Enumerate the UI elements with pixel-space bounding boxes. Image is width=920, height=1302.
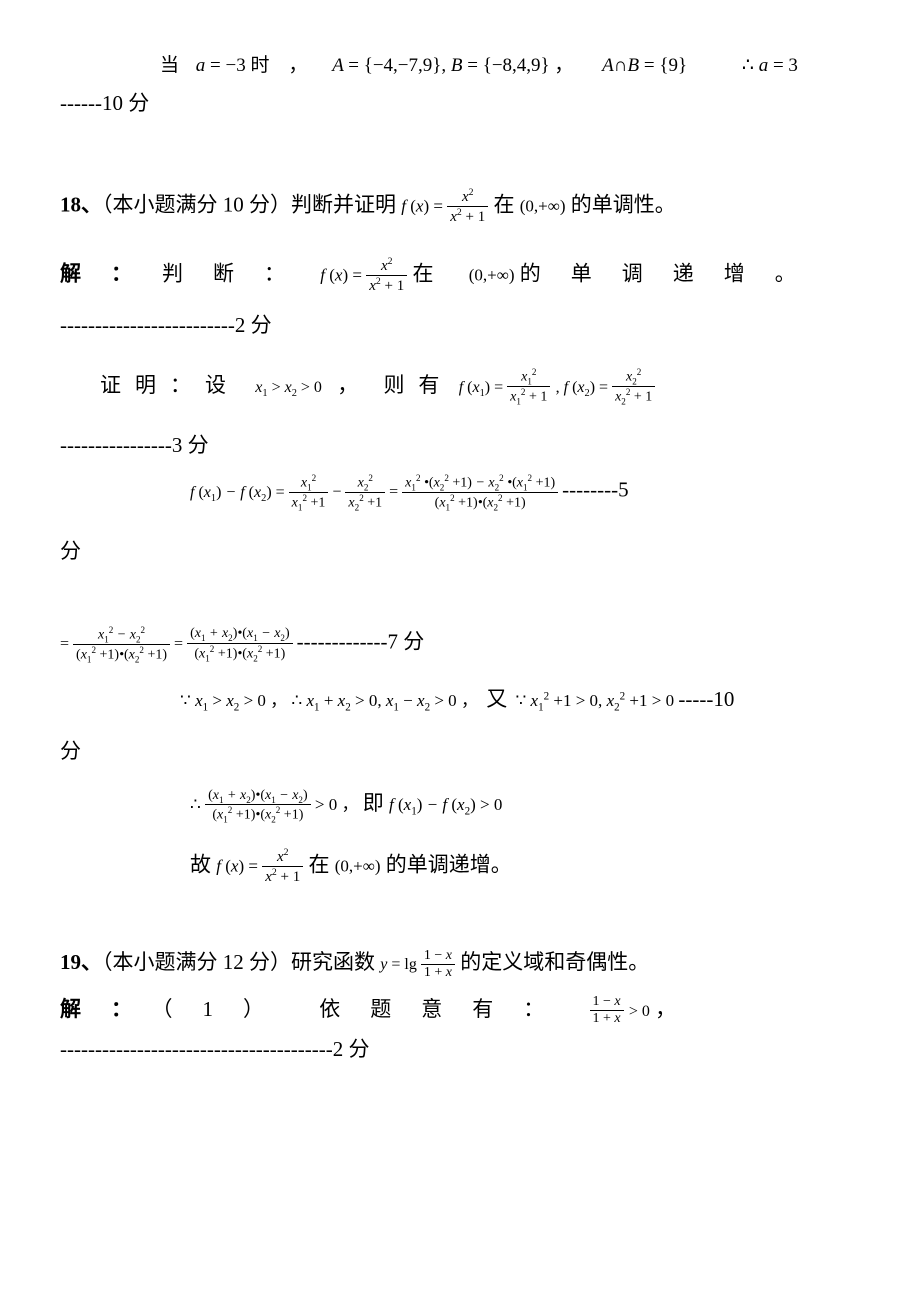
p18-fx1: f (x1) =	[459, 379, 507, 396]
p19-comma: ，	[655, 997, 676, 1021]
p18-c2comma: ，	[270, 691, 287, 710]
p18-zai2: 在	[412, 261, 463, 285]
p19-title-text: （本小题满分 12 分）研究函数	[102, 950, 375, 974]
p18-also: 又	[486, 687, 507, 711]
p18-eq: =	[389, 484, 402, 501]
p19-sol-label: 解：	[60, 997, 162, 1021]
p19-title: 19、（本小题满分 12 分）研究函数 y = lg 1 − x 1 + x 的…	[60, 946, 860, 981]
p18-interval3: (0,+∞)	[335, 856, 381, 875]
p18-therefore-line: ∴ (x1 + x2)•(x1 − x2) (x12 +1)•(x22 +1) …	[190, 787, 860, 825]
p18-proof-set: 证明：设 x1 > x2 > 0 ， 则有 f (x1) = x12 x12 +…	[100, 367, 860, 407]
p18-marks-5: --------5	[562, 478, 628, 502]
when-tail: 时 ，	[250, 55, 307, 76]
p18-marks-7: -------------7 分	[297, 629, 425, 653]
p18-cond2: x1 > x2 > 0	[195, 691, 270, 710]
p18-final-tail: 的单调递增。	[386, 852, 512, 876]
sets-AB: A = {−4,−7,9}, B = {−8,4,9}	[332, 55, 549, 76]
p18-judge-tail: 的单调递增	[520, 261, 775, 285]
p18-eq2-f2: (x1 + x2)•(x1 − x2) (x12 +1)•(x22 +1)	[187, 626, 293, 663]
top-marks-10: ------10 分	[60, 87, 860, 117]
p19-tail: 的定义域和奇偶性。	[460, 950, 649, 974]
p18-gt0: > 0 ，	[315, 795, 359, 814]
p18-eq2b: =	[174, 635, 187, 652]
p18-frac3: x2 x2 + 1	[262, 847, 303, 886]
p18-gu-line: 故 f (x) = x2 x2 + 1 在 (0,+∞) 的单调递增。	[190, 847, 860, 886]
p18-fen2: 分	[60, 735, 860, 765]
p19-cond-frac: 1 − x 1 + x	[590, 994, 624, 1027]
p19-part1: （1）	[162, 997, 294, 1021]
p18-diff-lhs: f (x1) − f (x2) =	[190, 484, 289, 501]
p18-marks-2: -------------------------2 分	[60, 309, 860, 339]
p18-marks-10: -----10	[678, 687, 734, 711]
therefore-icon: ∴	[190, 795, 201, 814]
document-page: 当 a = −3 时 ， A = {−4,−7,9}, B = {−8,4,9}…	[0, 0, 920, 1103]
p18-therefore2: ∴ x1 + x2 > 0, x1 − x2 > 0	[291, 691, 461, 710]
p18-t2comma: ，	[461, 691, 478, 710]
marks-10-text: ------10 分	[60, 91, 149, 115]
p19-yitiy: 依题意有：	[319, 997, 574, 1021]
p18-minus: −	[332, 484, 345, 501]
p18-judge-word: 判断：	[162, 261, 315, 285]
p18-interval: (0,+∞)	[520, 196, 566, 215]
p18-zai3: 在	[308, 852, 329, 876]
p18-eq2-f1: x12 − x22 (x12 +1)•(x22 +1)	[73, 625, 170, 665]
p19-frac: 1 − x 1 + x	[421, 948, 455, 981]
p18-frac-x2: x22 x22 + 1	[612, 367, 655, 407]
p18-diff-big: x12 •(x22 +1) − x22 •(x12 +1) (x12 +1)•(…	[402, 473, 558, 513]
cond-a: a = −3	[196, 55, 246, 76]
A-inter-B: A∩B = {9}	[602, 55, 687, 76]
p19-gt0: > 0	[629, 1003, 650, 1020]
p18-because-line: ∵ x1 > x2 > 0 ， ∴ x1 + x2 > 0, x1 − x2 >…	[180, 683, 860, 713]
p18-tail: 的单调性。	[571, 192, 676, 216]
p18-title: 18、（本小题满分 10 分）判断并证明 f (x) = x2 x2 + 1 在…	[60, 187, 860, 226]
p18-interval2: (0,+∞)	[469, 265, 515, 284]
because-icon: ∵	[180, 691, 191, 710]
p18-eq2a: =	[60, 635, 73, 652]
p19-sol: 解：（1） 依题意有： 1 − x 1 + x > 0 ，	[60, 993, 860, 1028]
p18-x1x2: x1 > x2 > 0	[255, 379, 322, 396]
p18-diff-line: f (x1) − f (x2) = x12 x12 +1 − x22 x22 +…	[190, 473, 860, 513]
p18-proof-word: 证明：设	[100, 373, 240, 397]
p18-period: 。	[775, 261, 796, 285]
p18-fx: f (x) =	[401, 196, 447, 215]
top-line-1: 当 a = −3 时 ， A = {−4,−7,9}, B = {−8,4,9}…	[160, 50, 860, 77]
p18-diff-f2: x22 x22 +1	[345, 473, 385, 513]
p18-frac2: x2 x2 + 1	[366, 256, 407, 295]
when-label: 当	[160, 55, 179, 76]
sep1: ，	[554, 55, 573, 76]
p18-ji: 即	[363, 791, 389, 815]
therefore-a3: ∴ a = 3	[742, 55, 798, 76]
p18-diff-f1: x12 x12 +1	[289, 473, 329, 513]
p19-num: 19、	[60, 950, 102, 974]
p18-fen1: 分	[60, 535, 860, 565]
p18-fx1-sep: ,	[556, 379, 564, 396]
p18-fx3: f (x) =	[216, 856, 262, 875]
p18-gu: 故	[190, 852, 216, 876]
p18-eq2-line: = x12 − x22 (x12 +1)•(x22 +1) = (x1 + x2…	[60, 625, 860, 665]
p18-final-diff: f (x1) − f (x2) > 0	[389, 795, 502, 814]
p18-cond3: ∵ x12 +1 > 0, x22 +1 > 0	[515, 691, 674, 710]
p18-comma: ，	[337, 373, 358, 397]
p18-sol-label: 解：	[60, 261, 162, 285]
p18-fx2b: f (x2) =	[564, 379, 612, 396]
p19-y: y = lg	[380, 956, 421, 973]
p18-sol-judge: 解：判断： f (x) = x2 x2 + 1 在 (0,+∞) 的单调递增。	[60, 256, 860, 295]
p18-frac-x1: x12 x12 + 1	[507, 367, 550, 407]
p18-title-text: （本小题满分 10 分）判断并证明	[102, 192, 396, 216]
p18-final-frac: (x1 + x2)•(x1 − x2) (x12 +1)•(x22 +1)	[205, 788, 311, 825]
p18-frac: x2 x2 + 1	[447, 187, 488, 226]
p19-marks-2: ---------------------------------------2…	[60, 1033, 860, 1063]
p18-num: 18、	[60, 192, 102, 216]
p18-marks-3: ----------------3 分	[60, 429, 860, 459]
p18-zai: 在	[493, 192, 514, 216]
p18-then: 则有	[383, 373, 453, 397]
p18-fx2: f (x) =	[320, 265, 366, 284]
